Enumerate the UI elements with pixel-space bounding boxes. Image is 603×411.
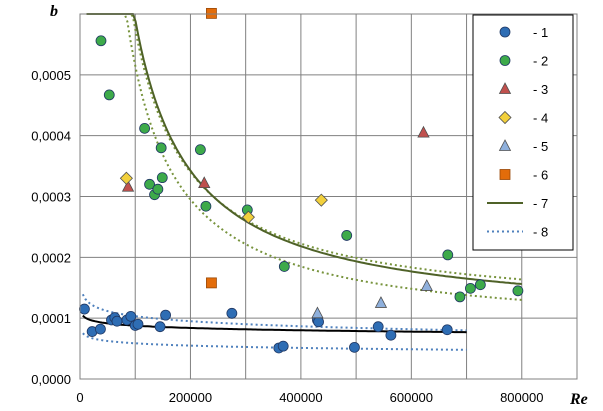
legend-swatch-3 — [498, 82, 512, 94]
data-point-series-5 — [420, 279, 433, 291]
x-axis-label: Re — [569, 391, 588, 408]
y-tick-label: 0,0005 — [31, 68, 71, 83]
data-point-series-4 — [314, 193, 328, 207]
data-point-series-6 — [206, 7, 217, 19]
plot-border — [79, 13, 578, 380]
legend-label-5: - 5 — [533, 139, 548, 154]
data-point-series-2 — [200, 200, 212, 212]
x-tick-label: 600000 — [390, 390, 433, 405]
data-point-series-2 — [341, 230, 353, 241]
data-point-series-5 — [311, 306, 324, 319]
legend-label-6: - 6 — [533, 168, 548, 183]
legend-label-2: - 2 — [533, 54, 548, 69]
data-point-series-2 — [454, 291, 466, 303]
data-point-series-1 — [160, 309, 171, 321]
data-point-series-2 — [103, 89, 115, 101]
fit-curve-black — [82, 314, 467, 334]
data-point-series-6 — [206, 277, 217, 289]
data-point-series-2 — [144, 178, 155, 190]
data-point-series-4 — [119, 171, 133, 185]
legend-label-1: - 1 — [533, 25, 548, 40]
data-point-series-4 — [241, 210, 255, 224]
data-point-series-1 — [132, 318, 144, 330]
x-tick-label: 400000 — [279, 390, 322, 405]
data-point-series-2 — [442, 249, 454, 261]
y-tick-label: 0,0002 — [31, 250, 71, 265]
data-point-series-1 — [154, 321, 166, 333]
data-point-series-5 — [374, 296, 388, 308]
confidence-curve-lower-blue — [82, 332, 467, 351]
data-point-series-2 — [139, 122, 151, 134]
data-point-series-1 — [313, 316, 324, 328]
data-point-series-2 — [474, 279, 486, 291]
legend-swatch-2 — [499, 55, 511, 66]
legend: - 1 - 2 - 3 - 4 - 5 - 6 - 7 - 8 — [472, 14, 574, 251]
y-tick-label: 0,0004 — [31, 129, 71, 144]
data-point-series-1 — [385, 329, 397, 341]
data-point-series-1 — [79, 303, 90, 315]
x-tick-label: 0 — [76, 390, 83, 405]
data-points — [79, 7, 524, 354]
data-point-series-3 — [121, 179, 135, 192]
data-point-series-2 — [152, 183, 164, 195]
data-point-series-3 — [417, 125, 430, 138]
fit-curve-7 — [86, 13, 522, 285]
data-point-series-1 — [349, 341, 360, 353]
data-point-series-1 — [111, 315, 123, 327]
legend-box — [472, 14, 574, 251]
y-axis-label: b — [50, 3, 58, 20]
data-point-series-2 — [95, 35, 107, 47]
data-point-series-2 — [465, 282, 476, 294]
data-point-series-2 — [156, 172, 168, 184]
tick-labels: 0 200000 400000 600000 800000 0,0000 0,0001 0,0… — [31, 68, 543, 405]
data-point-series-1 — [441, 324, 453, 336]
legend-label-3: - 3 — [533, 82, 548, 97]
x-tick-label: 200000 — [169, 390, 212, 405]
data-point-series-2 — [512, 285, 524, 297]
data-point-series-1 — [95, 323, 106, 335]
legend-label-7: - 7 — [533, 196, 548, 211]
legend-label-8: - 8 — [533, 225, 548, 240]
confidence-curve-upper-green — [86, 13, 522, 281]
legend-label-4: - 4 — [533, 111, 548, 126]
data-point-series-1 — [226, 307, 238, 319]
legend-swatch-5 — [498, 139, 512, 151]
data-point-series-2 — [155, 142, 167, 154]
data-point-series-2 — [278, 261, 290, 272]
legend-swatch-6 — [499, 169, 511, 180]
y-tick-label: 0,0003 — [31, 190, 71, 205]
y-tick-label: 0,0000 — [31, 372, 71, 387]
legend-swatch-4 — [498, 110, 512, 125]
x-tick-label: 800000 — [500, 390, 543, 405]
y-tick-label: 0,0001 — [31, 311, 71, 326]
data-point-series-2 — [194, 144, 206, 156]
data-point-series-3 — [198, 176, 211, 189]
data-point-series-1 — [372, 321, 384, 333]
data-point-series-1 — [125, 310, 137, 322]
data-point-series-1 — [277, 340, 289, 352]
legend-swatch-1 — [499, 26, 511, 38]
confidence-curve-upper-blue — [81, 293, 467, 332]
